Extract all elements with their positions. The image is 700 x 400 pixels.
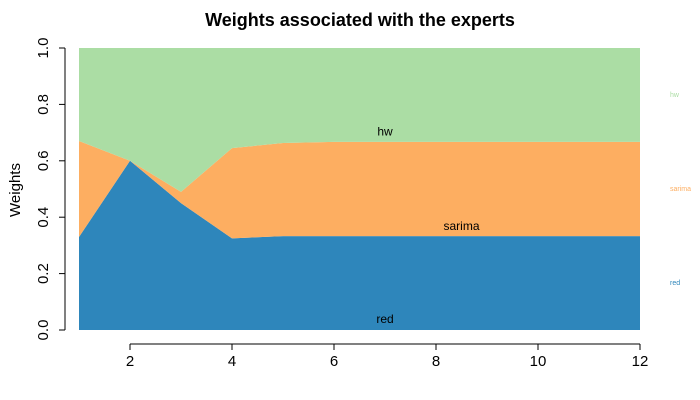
y-tick-label: 0.6	[35, 150, 52, 171]
y-tick-label: 1.0	[35, 38, 52, 59]
y-tick-label: 0.2	[35, 263, 52, 284]
x-tick-label: 6	[330, 353, 338, 370]
x-tick-label: 4	[228, 353, 236, 370]
legend: red sarima hw	[670, 92, 691, 287]
legend-entry-red: red	[670, 280, 680, 287]
area-label-hw: hw	[377, 124, 393, 138]
area-red	[79, 160, 640, 330]
x-tick-label: 8	[432, 353, 440, 370]
x-tick-label: 12	[632, 353, 649, 370]
area-sarima	[79, 141, 640, 239]
area-labels-group: hw sarima red	[376, 124, 479, 326]
area-label-sarima: sarima	[443, 219, 479, 233]
legend-entry-hw: hw	[670, 92, 680, 99]
area-label-red: red	[376, 312, 393, 326]
y-tick-label: 0.4	[35, 207, 52, 228]
y-tick-label: 0.0	[35, 320, 52, 341]
x-tick-label: 2	[126, 353, 134, 370]
legend-entry-sarima: sarima	[670, 186, 691, 193]
x-axis: 2 4 6 8 10 12	[126, 343, 649, 370]
chart-title: Weights associated with the experts	[205, 10, 515, 30]
y-axis-label: Weights	[7, 163, 24, 217]
area-hw	[79, 48, 640, 192]
y-tick-label: 0.8	[35, 94, 52, 115]
x-tick-label: 10	[530, 353, 547, 370]
y-axis: 0.0 0.2 0.4 0.6 0.8 1.0	[35, 38, 66, 341]
areas-group	[79, 48, 640, 330]
